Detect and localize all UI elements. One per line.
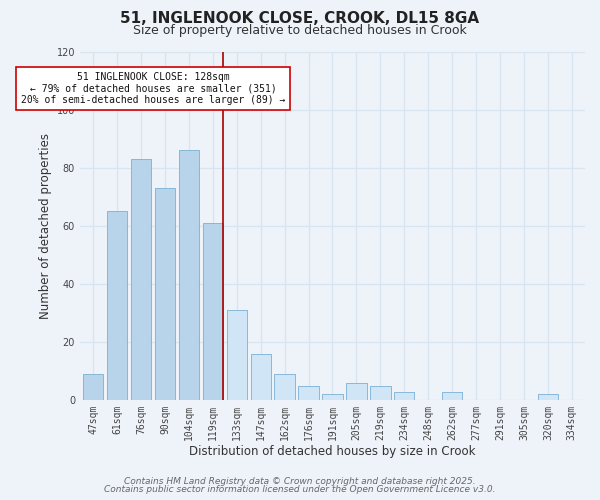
Text: Contains public sector information licensed under the Open Government Licence v3: Contains public sector information licen… (104, 485, 496, 494)
Text: 51, INGLENOOK CLOSE, CROOK, DL15 8GA: 51, INGLENOOK CLOSE, CROOK, DL15 8GA (121, 11, 479, 26)
Bar (227, 310, 247, 400)
Bar (442, 392, 463, 400)
Bar (394, 392, 415, 400)
Bar (370, 386, 391, 400)
Y-axis label: Number of detached properties: Number of detached properties (40, 133, 52, 319)
Bar (203, 223, 223, 400)
Bar (179, 150, 199, 400)
Bar (107, 212, 127, 400)
Bar (251, 354, 271, 400)
Bar (322, 394, 343, 400)
X-axis label: Distribution of detached houses by size in Crook: Distribution of detached houses by size … (189, 444, 476, 458)
Bar (274, 374, 295, 400)
Bar (538, 394, 558, 400)
Bar (131, 159, 151, 400)
Bar (298, 386, 319, 400)
Text: Size of property relative to detached houses in Crook: Size of property relative to detached ho… (133, 24, 467, 37)
Bar (83, 374, 103, 400)
Text: 51 INGLENOOK CLOSE: 128sqm
← 79% of detached houses are smaller (351)
20% of sem: 51 INGLENOOK CLOSE: 128sqm ← 79% of deta… (21, 72, 285, 105)
Bar (346, 383, 367, 400)
Text: Contains HM Land Registry data © Crown copyright and database right 2025.: Contains HM Land Registry data © Crown c… (124, 477, 476, 486)
Bar (155, 188, 175, 400)
